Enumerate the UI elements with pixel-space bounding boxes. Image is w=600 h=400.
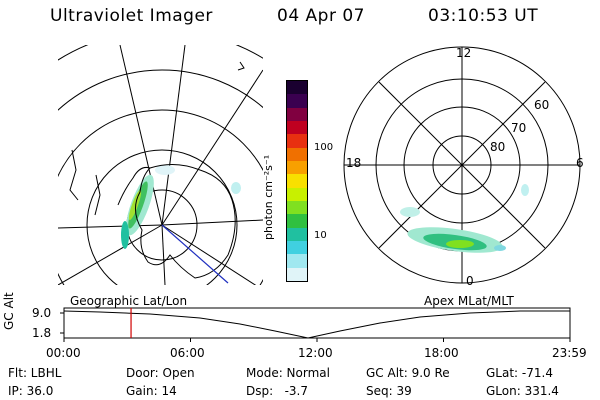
geo-meridian (161, 69, 263, 226)
colorbar-tick: 10 (314, 230, 327, 241)
geo-meridian (58, 224, 163, 229)
altitude-curve (63, 310, 570, 339)
apex-lat-80: 80 (490, 140, 506, 154)
apex-mlt-12: 12 (456, 46, 472, 60)
time-label: 03:10:53 UT (428, 6, 539, 26)
timeline-ytick: 9.0 (32, 306, 52, 320)
colorbar-segment (287, 254, 307, 268)
geo-meridian (119, 45, 163, 226)
colorbar-segment (287, 227, 307, 241)
colorbar-segment (287, 147, 307, 161)
apex-lat-60: 60 (534, 98, 550, 112)
apex-mlt-0: 0 (466, 274, 474, 288)
colorbar-segment (287, 187, 307, 201)
apex-lat-70: 70 (511, 121, 527, 135)
colorbar-segment (287, 214, 307, 228)
colorbar (286, 80, 308, 282)
colorbar-segment (287, 81, 307, 95)
colorbar-segment (287, 107, 307, 121)
timeline-xtick: 18:00 (424, 346, 459, 360)
instrument-title: Ultraviolet Imager (50, 6, 213, 26)
date-label: 04 Apr 07 (277, 6, 365, 26)
dsp-info: Dsp: -3.7 (246, 384, 309, 398)
gc-alt-info: GC Alt: 9.0 Re (366, 366, 450, 380)
colorbar-segment (287, 94, 307, 108)
geo-meridian (161, 219, 263, 226)
apex-meridian (378, 81, 546, 249)
colorbar-segment (287, 200, 307, 215)
ip-info: IP: 36.0 (8, 384, 54, 398)
colorbar-segment (287, 160, 307, 175)
colorbar-segment (287, 120, 307, 135)
timeline-ytick: 1.8 (32, 326, 52, 340)
timeline-xtick: 06:00 (170, 346, 205, 360)
geo-meridian (58, 224, 163, 285)
timeline-xtick: 12:00 (298, 346, 333, 360)
apex-mlt-6: 6 (576, 156, 584, 170)
glat-info: GLat: -71.4 (486, 366, 553, 380)
geo-panel-label: Geographic Lat/Lon (70, 294, 188, 308)
seq-info: Seq: 39 (366, 384, 412, 398)
mode-info: Mode: Normal (246, 366, 330, 380)
timeline-xtick: 00:00 (46, 346, 81, 360)
geo-meridian (161, 224, 257, 285)
geo-meridian (161, 224, 166, 285)
glon-info: GLon: 331.4 (486, 384, 559, 398)
colorbar-segment (287, 267, 307, 281)
geo-lat-circle (58, 109, 263, 285)
colorbar-segment (287, 240, 307, 255)
geo-lat-circle (86, 149, 238, 285)
filter-info: Flt: LBHL (8, 366, 62, 380)
gain-info: Gain: 14 (126, 384, 177, 398)
apex-panel-label: Apex MLat/MLT (424, 294, 514, 308)
apex-mlt-18: 18 (346, 156, 362, 170)
timeline-axis-label: GC Alt (2, 292, 16, 330)
geo-lat-circle (58, 69, 263, 111)
colorbar-segment (287, 174, 307, 188)
colorbar-tick: 100 (314, 142, 334, 153)
colorbar-segment (287, 134, 307, 148)
door-info: Door: Open (126, 366, 195, 380)
geo-meridian (161, 45, 186, 226)
timeline-xtick: 23:59 (552, 346, 587, 360)
